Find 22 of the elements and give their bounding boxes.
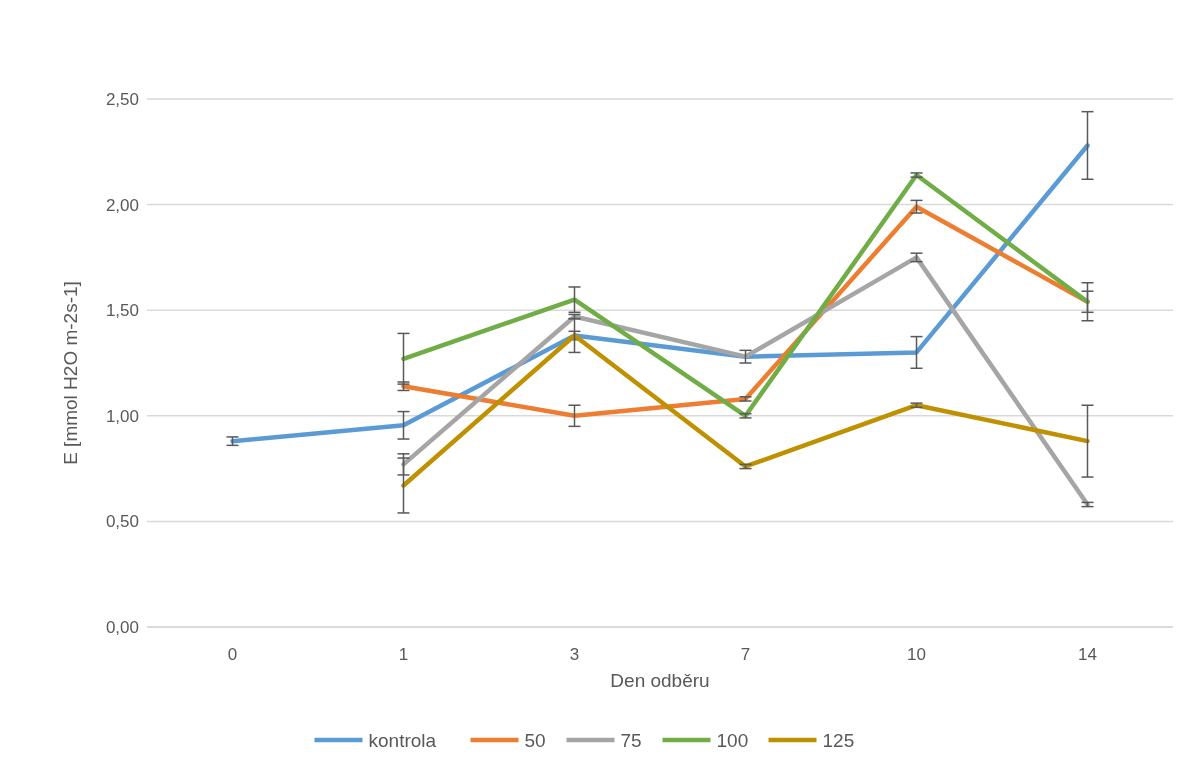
y-tick-label: 0,50 [105,512,139,532]
line-series [401,333,1090,488]
y-tick-label: 1,50 [105,301,139,321]
x-tick-label: 10 [907,644,926,664]
y-tick-label: 2,00 [105,195,139,215]
y-axis-title: E [mmol H2O m-2s-1] [60,281,81,465]
x-tick-label: 1 [398,644,409,664]
y-tick-label: 2,50 [105,89,139,109]
x-tick-label: 0 [227,644,238,664]
y-tick-label: 1,00 [105,406,139,426]
x-tick-label: 3 [569,644,580,664]
legend-label: 100 [716,729,749,751]
x-axis-title: Den odběru [610,670,710,691]
line-series [230,143,1090,444]
x-tick-label: 7 [740,644,751,664]
y-tick-label: 0,00 [105,617,139,637]
legend-label: 75 [620,729,642,751]
line-series [401,255,1090,507]
legend-label: kontrola [368,729,437,751]
x-tick-label: 14 [1078,644,1097,664]
legend-label: 125 [822,729,855,751]
legend-label: 50 [524,729,546,751]
